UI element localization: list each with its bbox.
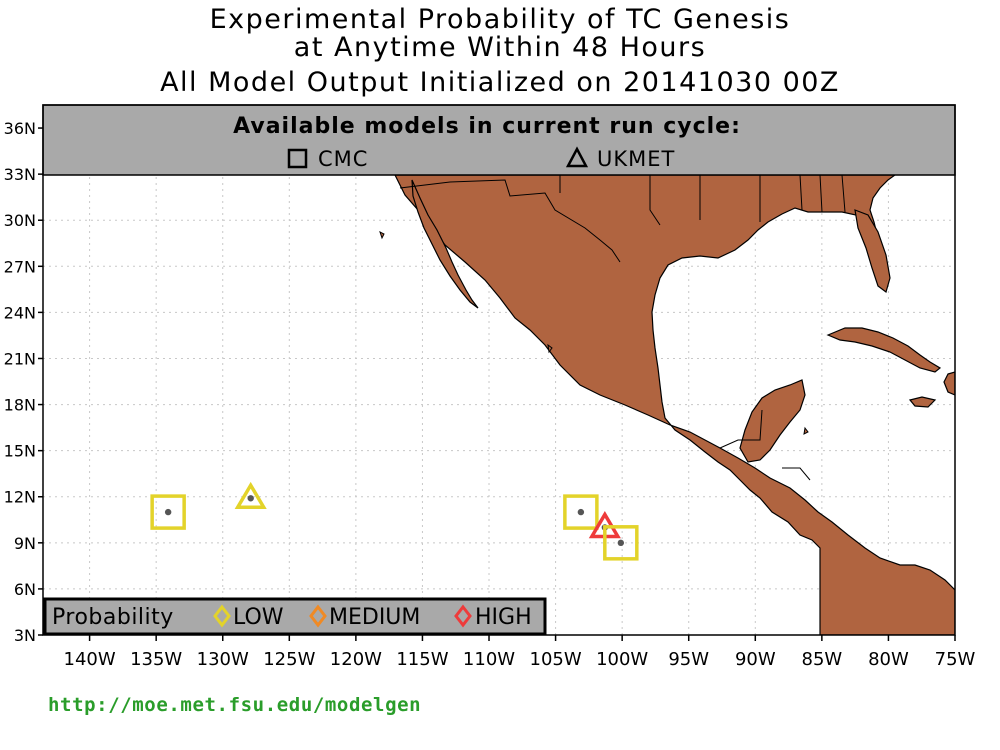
ukmet-triangle-icon — [565, 146, 589, 168]
lat-tick-label: 21N — [4, 349, 36, 368]
legend-medium-diamond-icon — [309, 604, 327, 628]
lon-tick-label: 115W — [396, 649, 448, 670]
lon-tick-label: 120W — [330, 649, 382, 670]
lon-tick-label: 80W — [868, 649, 909, 670]
lat-tick-label: 27N — [4, 257, 36, 276]
lat-tick-label: 33N — [4, 165, 36, 184]
land-masses — [379, 174, 955, 635]
lat-tick-label: 12N — [4, 488, 36, 507]
legend-low-diamond-icon — [213, 604, 231, 628]
lat-tick-label: 36N — [4, 119, 36, 138]
lon-tick-label: 130W — [197, 649, 249, 670]
lon-tick-label: 95W — [668, 649, 709, 670]
lat-tick-label: 18N — [4, 396, 36, 415]
florida-land — [854, 209, 891, 294]
ukmet-model-label: UKMET — [597, 147, 675, 171]
lat-tick-label: 6N — [14, 580, 36, 599]
title-line-2: at Anytime Within 48 Hours — [293, 32, 707, 63]
state-borders — [399, 174, 846, 481]
lon-tick-label: 105W — [530, 649, 582, 670]
cmc-genesis-square-marker — [563, 494, 599, 530]
source-url-link[interactable]: http://moe.met.fsu.edu/modelgen — [48, 694, 422, 716]
cuba-land — [826, 327, 942, 373]
lon-tick-label: 110W — [463, 649, 515, 670]
lon-tick-label: 90W — [735, 649, 776, 670]
genesis-center-dot — [617, 539, 625, 547]
genesis-center-dot — [577, 508, 585, 516]
lon-tick-label: 100W — [596, 649, 648, 670]
title-line-1: Experimental Probability of TC Genesis — [209, 4, 791, 35]
lon-tick-label: 125W — [263, 649, 315, 670]
yucatan-land — [739, 379, 806, 463]
lon-tick-label: 85W — [802, 649, 843, 670]
legend-title: Probability — [52, 605, 174, 630]
legend-high-diamond-icon — [454, 604, 472, 628]
cmc-genesis-square-marker — [150, 494, 186, 530]
lat-tick-label: 3N — [14, 626, 36, 645]
lon-tick-label: 140W — [64, 649, 116, 670]
genesis-markers — [150, 481, 639, 561]
axis-ticks: 140W 135W 130W 125W 120W 115W 110W 105W 100W 95W 9… — [4, 119, 976, 670]
baja-california-land — [411, 179, 479, 309]
models-panel-heading: Available models in current run cycle: — [233, 114, 741, 139]
genesis-center-dot — [247, 495, 254, 502]
lat-tick-label: 30N — [4, 211, 36, 230]
jamaica-land — [908, 396, 937, 408]
title-line-3: All Model Output Initialized on 20141030… — [160, 67, 840, 98]
legend-low-label: LOW — [233, 605, 284, 630]
cmc-genesis-square-marker — [603, 525, 639, 561]
lon-tick-label: 135W — [130, 649, 182, 670]
coast-islands — [379, 231, 809, 435]
probability-legend: Probability LOW MEDIUM HIGH — [43, 597, 547, 636]
models-panel: Available models in current run cycle: C… — [42, 104, 956, 176]
legend-high-label: HIGH — [475, 605, 532, 630]
hispaniola-land — [943, 371, 955, 396]
lon-tick-label: 75W — [935, 649, 976, 670]
genesis-center-dot — [164, 508, 172, 516]
cmc-model-label: CMC — [318, 147, 368, 171]
lat-tick-label: 15N — [4, 442, 36, 461]
ukmet-genesis-triangle-marker — [234, 481, 267, 510]
lat-tick-label: 24N — [4, 303, 36, 322]
legend-medium-label: MEDIUM — [329, 605, 420, 630]
cmc-square-icon — [287, 148, 308, 169]
lat-tick-label: 9N — [14, 534, 36, 553]
